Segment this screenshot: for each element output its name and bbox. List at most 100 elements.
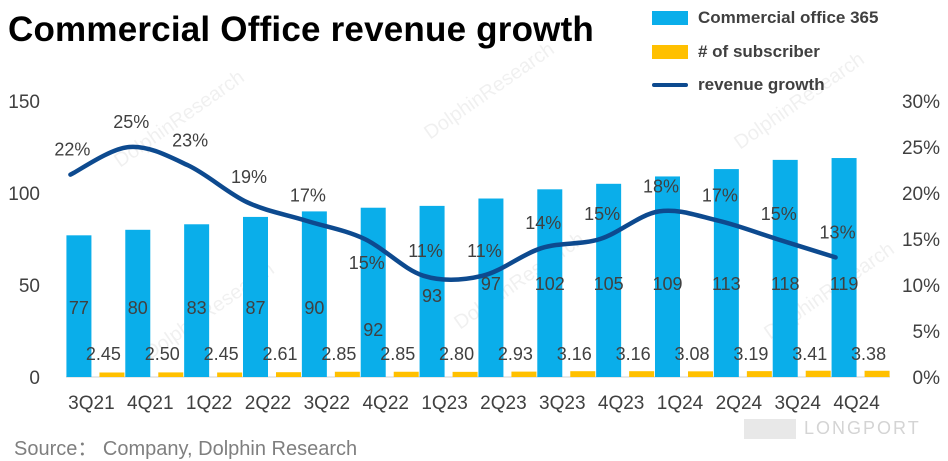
watermark: DolphinResearch [420, 38, 558, 144]
bar-commercial-office [772, 159, 798, 377]
y-left-tick-label: 0 [29, 368, 40, 389]
x-tick-label: 4Q22 [362, 393, 408, 414]
subscriber-value-label: 2.50 [145, 344, 180, 364]
bar-value-label: 118 [771, 274, 800, 294]
x-tick-label: 2Q23 [480, 393, 526, 414]
bar-subscriber [217, 372, 243, 377]
growth-value-label: 25% [113, 112, 149, 132]
bar-subscriber [511, 371, 537, 377]
growth-value-label: 15% [349, 253, 385, 273]
subscriber-value-label: 3.16 [557, 344, 592, 364]
bar-subscriber [99, 372, 125, 377]
subscriber-value-label: 2.45 [86, 344, 121, 364]
x-tick-label: 2Q22 [245, 393, 291, 414]
subscriber-value-label: 2.80 [439, 344, 474, 364]
bar-commercial-office [184, 224, 210, 377]
bar-swatch-icon [652, 45, 688, 59]
subscriber-value-label: 2.45 [204, 344, 239, 364]
growth-value-label: 18% [643, 176, 679, 196]
bar-subscriber [276, 372, 301, 377]
legend-label: revenue growth [698, 75, 825, 94]
growth-value-label: 22% [54, 140, 90, 160]
y-right-tick-label: 25% [902, 138, 940, 159]
bar-commercial-office [596, 183, 622, 377]
subscriber-value-label: 2.93 [498, 344, 533, 364]
y-right-tick-label: 5% [913, 322, 941, 343]
bar-commercial-office [537, 189, 563, 377]
x-tick-label: 4Q21 [127, 393, 173, 414]
bar-commercial-office [125, 229, 151, 377]
bar-commercial-office [713, 169, 739, 377]
bar-subscriber [393, 371, 419, 377]
y-right-tick-label: 15% [902, 230, 940, 251]
line-revenue-growth [68, 144, 838, 283]
growth-value-label: 15% [761, 204, 797, 224]
bar-swatch-icon [652, 11, 688, 25]
x-tick-label: 1Q23 [421, 393, 467, 414]
bar-subscriber [688, 371, 713, 377]
bar-value-label: 90 [304, 298, 324, 318]
subscriber-value-label: 2.61 [262, 344, 297, 364]
subscriber-value-label: 3.08 [674, 344, 709, 364]
watermark: DolphinResearch [730, 48, 868, 154]
y-left-tick-label: 50 [19, 276, 40, 297]
legend-item-revenue-growth: revenue growth [652, 74, 825, 96]
y-left-tick-label: 100 [8, 184, 40, 205]
bar-value-label: 105 [594, 274, 624, 294]
subscriber-value-label: 3.38 [851, 344, 886, 364]
chart-title: Commercial Office revenue growth [8, 10, 595, 49]
bar-commercial-office [831, 158, 857, 377]
subscriber-value-label: 2.85 [321, 344, 356, 364]
legend-item-commercial-office: Commercial office 365 [652, 7, 878, 29]
growth-value-label: 13% [820, 222, 856, 242]
growth-value-label: 11% [467, 241, 502, 261]
line-swatch-icon [652, 83, 688, 87]
x-tick-label: 3Q21 [68, 393, 114, 414]
subscriber-value-label: 3.19 [733, 344, 768, 364]
x-tick-label: 3Q24 [774, 393, 821, 414]
bar-value-label: 109 [652, 274, 682, 294]
legend-item-subscriber: # of subscriber [652, 41, 820, 63]
bar-subscriber [158, 372, 184, 377]
bar-commercial-office [419, 205, 445, 377]
growth-value-label: 11% [408, 241, 443, 261]
bar-value-label: 113 [712, 274, 741, 294]
bar-value-label: 77 [69, 298, 89, 318]
bar-value-label: 83 [187, 298, 207, 318]
y-right-tick-label: 30% [902, 92, 940, 113]
y-right-tick-label: 10% [902, 276, 940, 297]
bar-value-label: 92 [363, 320, 383, 340]
bar-commercial-office [66, 235, 92, 377]
bar-value-label: 102 [535, 274, 565, 294]
y-left-tick-label: 150 [8, 92, 40, 113]
bar-value-label: 119 [830, 274, 859, 294]
bar-commercial-office [478, 198, 504, 377]
brand-name: LONGPORT [804, 418, 921, 438]
bar-value-label: 87 [245, 298, 265, 318]
x-tick-label: 4Q23 [598, 393, 644, 414]
bar-subscriber [629, 371, 655, 377]
bar-subscriber [570, 371, 596, 377]
bar-value-label: 93 [422, 286, 442, 306]
source-note: Source： Company, Dolphin Research [14, 438, 358, 460]
growth-value-label: 19% [231, 167, 267, 187]
growth-value-label: 23% [172, 130, 208, 150]
brand-mark-icon [744, 418, 796, 439]
legend-label: Commercial office 365 [698, 8, 879, 27]
bar-subscriber [805, 370, 831, 377]
growth-value-label: 15% [584, 204, 620, 224]
x-tick-label: 3Q22 [304, 393, 350, 414]
bar-value-label: 97 [481, 274, 501, 294]
brand-logo: LONGPORT [744, 418, 921, 439]
growth-value-label: 14% [525, 213, 561, 233]
bar-commercial-office [243, 216, 268, 377]
bar-subscriber [746, 371, 772, 377]
legend-label: # of subscriber [698, 42, 820, 61]
subscriber-value-label: 3.41 [792, 344, 827, 364]
bar-commercial-office [301, 211, 327, 377]
x-tick-label: 2Q24 [716, 393, 763, 414]
subscriber-value-label: 3.16 [616, 344, 651, 364]
bar-subscriber [452, 371, 478, 377]
growth-value-label: 17% [702, 186, 738, 206]
